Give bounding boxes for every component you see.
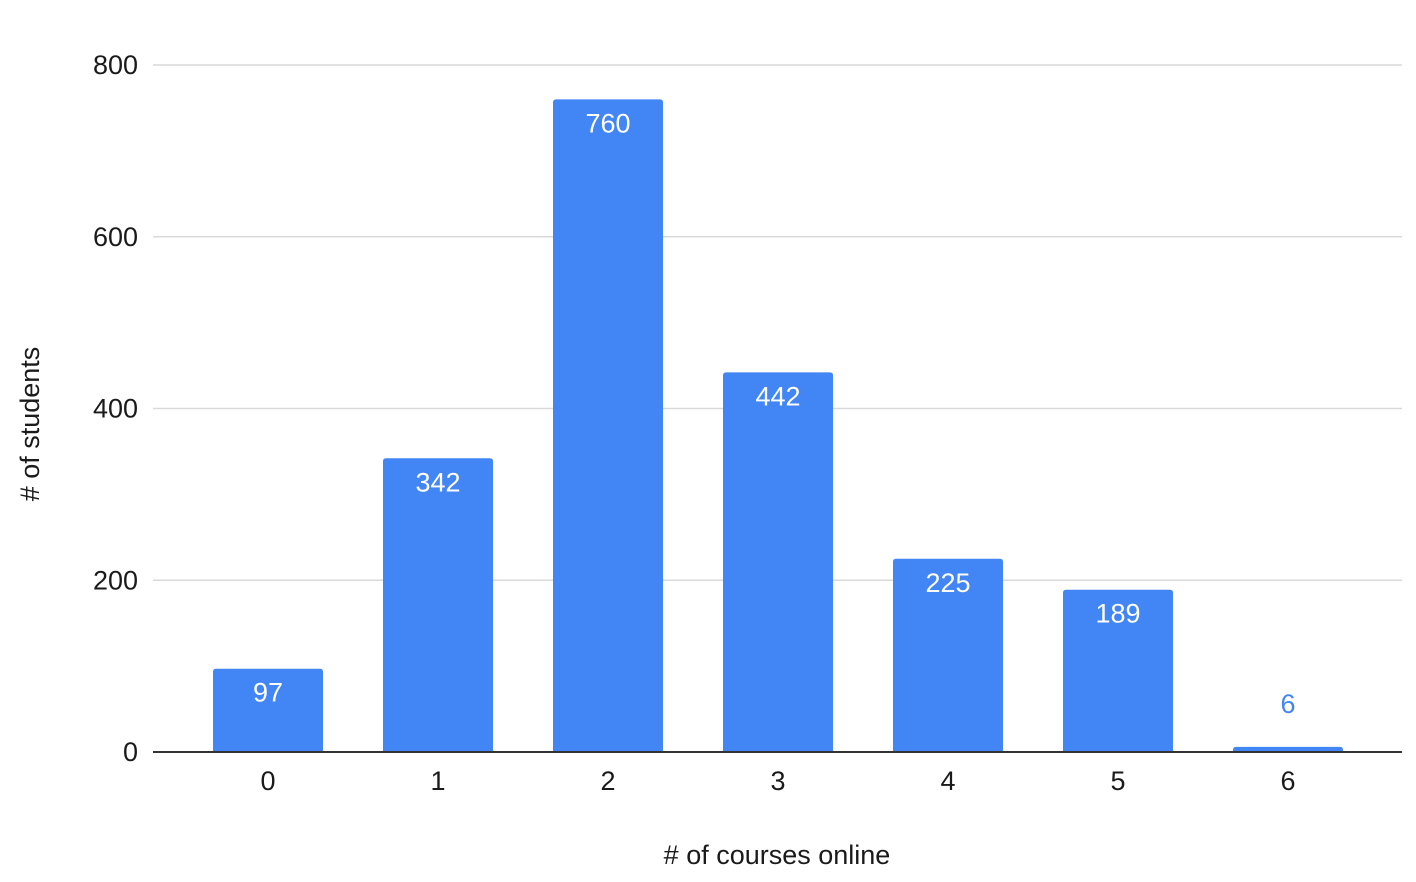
x-tick-label: 5 — [1110, 766, 1125, 796]
bar — [1063, 589, 1173, 752]
y-axis-ticks: 0 200 400 600 800 — [93, 50, 138, 767]
y-tick-label: 200 — [93, 565, 138, 595]
bar — [213, 668, 323, 752]
x-axis-ticks: 0 1 2 3 4 5 6 — [260, 766, 1295, 796]
data-label: 225 — [925, 568, 970, 598]
x-tick-label: 4 — [940, 766, 955, 796]
data-label: 442 — [755, 381, 800, 411]
bar — [723, 372, 833, 752]
bar — [383, 458, 493, 752]
x-tick-label: 3 — [770, 766, 785, 796]
x-tick-label: 6 — [1280, 766, 1295, 796]
x-tick-label: 1 — [430, 766, 445, 796]
y-axis-title: # of students — [15, 347, 45, 502]
y-tick-label: 400 — [93, 394, 138, 424]
x-tick-label: 2 — [600, 766, 615, 796]
data-label: 6 — [1280, 689, 1295, 719]
bar — [893, 558, 1003, 752]
y-tick-label: 600 — [93, 222, 138, 252]
data-labels: 97 342 760 442 225 189 6 — [253, 108, 1296, 718]
bar — [1233, 746, 1343, 752]
bars — [213, 99, 1343, 753]
data-label: 97 — [253, 678, 283, 708]
data-label: 342 — [415, 467, 460, 497]
y-tick-label: 800 — [93, 50, 138, 80]
bar — [553, 99, 663, 753]
x-tick-label: 0 — [260, 766, 275, 796]
x-axis-title: # of courses online — [664, 840, 891, 870]
data-label: 189 — [1095, 599, 1140, 629]
y-tick-label: 0 — [123, 737, 138, 767]
data-label: 760 — [585, 108, 630, 138]
